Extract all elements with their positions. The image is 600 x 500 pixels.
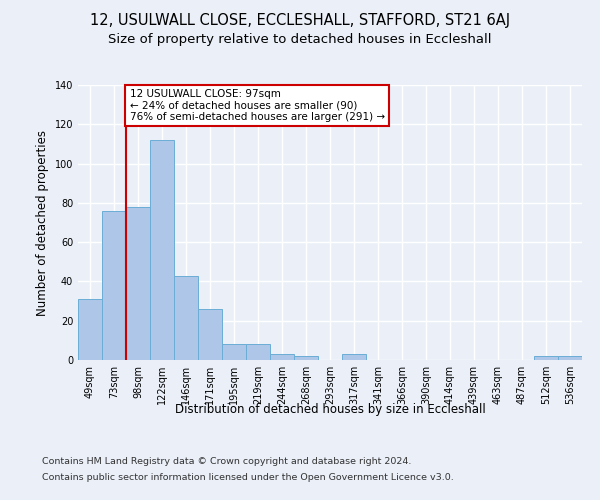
Bar (222, 344, 246, 360)
Bar (270, 354, 294, 360)
Bar (126, 207, 150, 360)
Bar (534, 356, 558, 360)
Bar (174, 276, 198, 360)
Bar (246, 344, 270, 360)
Bar (198, 309, 222, 360)
Bar (102, 210, 126, 360)
Text: 12, USULWALL CLOSE, ECCLESHALL, STAFFORD, ST21 6AJ: 12, USULWALL CLOSE, ECCLESHALL, STAFFORD… (90, 12, 510, 28)
Bar (342, 354, 366, 360)
Text: Contains HM Land Registry data © Crown copyright and database right 2024.: Contains HM Land Registry data © Crown c… (42, 458, 412, 466)
Bar (150, 140, 174, 360)
Text: Distribution of detached houses by size in Eccleshall: Distribution of detached houses by size … (175, 402, 485, 415)
Text: Contains public sector information licensed under the Open Government Licence v3: Contains public sector information licen… (42, 472, 454, 482)
Bar (294, 356, 318, 360)
Text: 12 USULWALL CLOSE: 97sqm
← 24% of detached houses are smaller (90)
76% of semi-d: 12 USULWALL CLOSE: 97sqm ← 24% of detach… (130, 89, 385, 122)
Text: Size of property relative to detached houses in Eccleshall: Size of property relative to detached ho… (108, 32, 492, 46)
Y-axis label: Number of detached properties: Number of detached properties (36, 130, 49, 316)
Bar (558, 356, 582, 360)
Bar (78, 299, 102, 360)
